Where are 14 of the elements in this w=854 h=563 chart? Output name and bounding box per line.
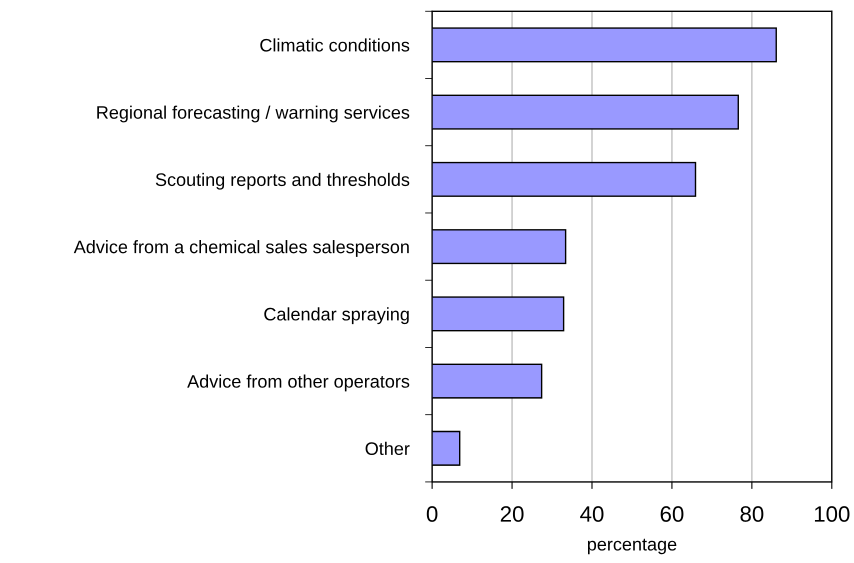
x-tick-label: 100 xyxy=(814,506,850,522)
x-tick-label: 60 xyxy=(660,506,684,522)
y-tick-label: Other xyxy=(366,442,410,456)
y-tick-label: Advice from a chemical sales salesperson xyxy=(74,240,409,257)
x-axis-title: percentage xyxy=(588,538,676,554)
y-tick-label: Calendar spraying xyxy=(264,307,409,324)
y-tick-label: Scouting reports and thresholds xyxy=(156,172,410,190)
x-tick-label: 40 xyxy=(580,506,604,522)
y-tick-label: Advice from other operators xyxy=(187,374,410,392)
x-tick-label: 0 xyxy=(426,506,438,522)
y-tick-label: Regional forecasting / warning services xyxy=(97,106,410,122)
y-tick-label: Climatic conditions xyxy=(260,38,410,52)
x-tick-label: 80 xyxy=(740,506,764,522)
x-tick-label: 20 xyxy=(500,506,524,522)
